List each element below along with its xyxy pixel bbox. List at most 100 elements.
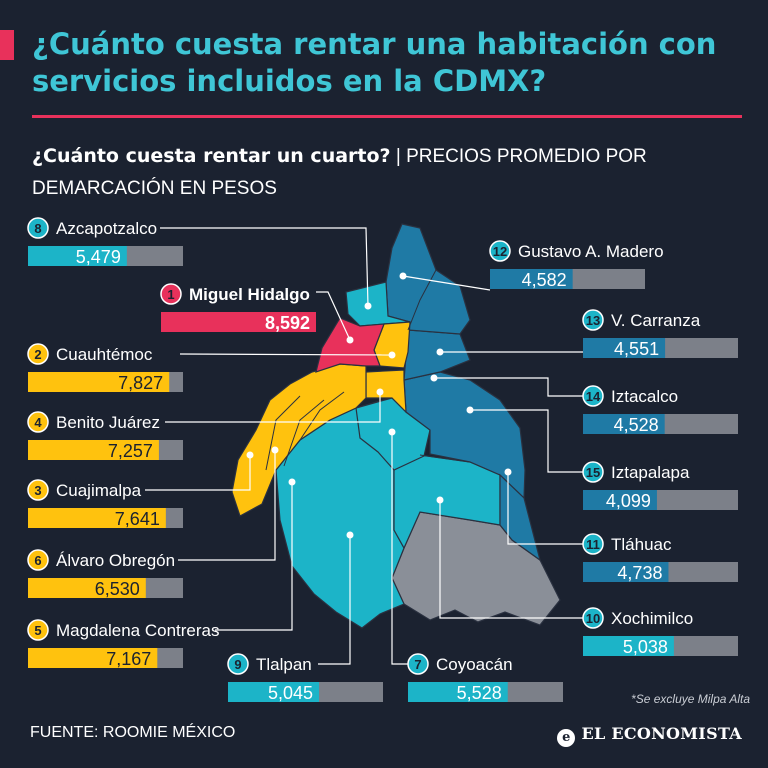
bar-item-tlahuac: 11 Tláhuac 4,738 [582,533,738,583]
map-region-tlahuac [499,473,541,562]
rank-number: 5 [34,623,41,638]
bar-item-benito-juarez: 4 Benito Juárez 7,257 [27,411,183,461]
leader-line-cuauhtemoc [179,353,393,356]
category-label: Xochimilco [611,609,693,628]
rank-number: 10 [586,611,600,626]
value-label: 4,551 [614,339,659,359]
category-label: Gustavo A. Madero [518,242,664,261]
category-label: Iztacalco [611,387,678,406]
title-divider [32,115,742,118]
bar [583,338,666,358]
leader-dot-iztacalco [430,374,438,382]
leader-line-magdalena-contreras [215,482,293,631]
bar [28,440,159,460]
rank-number: 6 [34,553,41,568]
e-logo-icon: e [557,729,576,747]
subtitle-rest: | PRECIOS PROMEDIO POR DEMARCACIÓN EN PE… [32,146,647,199]
bar-item-tlalpan: 9 Tlalpan 5,045 [227,653,383,703]
bar [583,490,657,510]
leader-dot-cuauhtemoc [388,351,396,359]
category-label: Cuajimalpa [56,481,142,500]
leader-dot-benito-juarez [376,388,384,396]
subtitle-bold: ¿Cuánto cuesta rentar un cuarto? [32,145,391,167]
bar [28,578,146,598]
leader-dot-tlalpan [346,531,354,539]
value-label: 5,045 [268,683,313,703]
leader-dot-v-carranza [436,348,444,356]
bar [28,246,127,266]
rank-badge [582,385,604,407]
rank-number: 15 [586,465,600,480]
source-label: FUENTE: ROOMIE MÉXICO [30,724,236,741]
map-region-west-yellow [231,363,367,517]
value-label: 5,479 [76,247,121,267]
leader-line-cuajimalpa [145,455,251,491]
bar-item-coyoacan: 7 Coyoacán 5,528 [407,653,563,703]
leader-line-miguel-hidalgo [316,291,351,341]
leader-dot-gustavo-a-madero [399,272,407,280]
leader-line-alvaro-obregon [178,450,276,561]
leader-dot-miguel-hidalgo [346,336,354,344]
leader-dot-xochimilco [436,496,444,504]
category-label: Tláhuac [611,535,672,554]
bar [583,562,669,582]
rank-number: 3 [34,483,41,498]
leader-lines [145,227,583,665]
bar-item-alvaro-obregon: 6 Álvaro Obregón 6,530 [27,549,183,599]
leader-line-benito-juarez [165,392,381,423]
title-accent-mark [0,30,14,60]
value-label: 5,038 [623,637,668,657]
rank-number: 13 [586,313,600,328]
leader-line-iztapalapa [470,409,583,473]
map-region-south-gray [391,511,561,626]
rank-badge [227,653,249,675]
bar-item-gustavo-a-madero: 12 Gustavo A. Madero 4,582 [489,240,664,290]
bar-item-azcapotzalco: 8 Azcapotzalco 5,479 [27,217,183,267]
bar [28,372,170,392]
bar [490,269,573,289]
rank-badge [407,653,429,675]
map-region-gustavo-madero [385,223,471,335]
leader-line-tlalpan [318,535,351,665]
leader-dot-coyoacan [388,428,396,436]
category-label: Álvaro Obregón [56,551,175,570]
rank-badge [27,479,49,501]
rank-number: 8 [34,221,41,236]
rank-badge [582,309,604,331]
leader-line-azcapotzalco [160,227,369,307]
category-label: Cuauhtémoc [56,345,153,364]
leader-dot-tlahuac [504,468,512,476]
bar [28,648,158,668]
bar [583,636,674,656]
bar-item-iztacalco: 14 Iztacalco 4,528 [582,385,738,435]
rank-badge [582,533,604,555]
rank-number: 9 [234,657,241,672]
bar [161,312,316,332]
category-label: V. Carranza [611,311,701,330]
value-label: 7,167 [106,649,151,669]
leader-dot-magdalena-contreras [288,478,296,486]
bar-list: 1 Miguel Hidalgo 8,592 2 Cuauhtémoc 7,827 3 Cua… [27,217,738,703]
brand-logo: e EL ECONOMISTA [557,724,742,747]
leader-line-iztacalco [434,377,583,397]
value-label: 7,257 [108,441,153,461]
map-region-miguel-hidalgo [315,317,385,373]
category-label: Benito Juárez [56,413,160,432]
bar [228,682,320,702]
rank-badge [27,217,49,239]
rank-number: 4 [34,415,42,430]
leader-dot-cuajimalpa [246,451,254,459]
value-label: 4,738 [617,563,662,583]
bar-item-cuajimalpa: 3 Cuajimalpa 7,641 [27,479,183,529]
chart-subtitle: ¿Cuánto cuesta rentar un cuarto? | PRECI… [32,140,742,205]
value-label: 4,528 [614,415,659,435]
rank-badge [582,461,604,483]
map-region-carranza [403,329,471,381]
rank-number: 14 [586,389,601,404]
leader-line-gustavo-a-madero [402,275,491,291]
rank-number: 7 [414,657,421,672]
leader-line-xochimilco [439,500,583,619]
bar-item-cuauhtemoc: 2 Cuauhtémoc 7,827 [27,343,183,393]
leader-line-tlahuac [507,472,583,545]
rank-badge [489,240,511,262]
